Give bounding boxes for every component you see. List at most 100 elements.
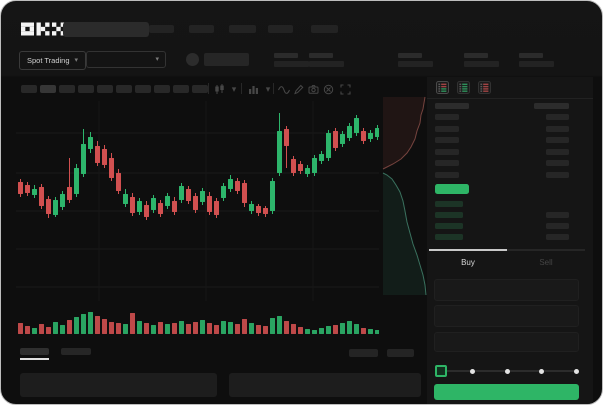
market-type-label: Spot Trading bbox=[27, 56, 70, 65]
bottom-panel-right[interactable] bbox=[229, 373, 421, 397]
last-price-placeholder bbox=[204, 53, 249, 66]
volume-chart[interactable] bbox=[16, 294, 379, 334]
stat-value-placeholder bbox=[309, 61, 344, 67]
candlestick-chart[interactable] bbox=[16, 101, 379, 301]
bid-row-amount[interactable] bbox=[546, 223, 569, 229]
toolbar-button[interactable] bbox=[192, 85, 208, 93]
stat-pair bbox=[464, 53, 499, 67]
book-bids-icon[interactable] bbox=[457, 81, 470, 94]
toolbar-button[interactable] bbox=[59, 85, 75, 93]
book-asks-icon[interactable] bbox=[478, 81, 491, 94]
okx-logo[interactable] bbox=[21, 22, 65, 36]
nav-item[interactable] bbox=[311, 25, 338, 33]
slider-stop-75[interactable] bbox=[539, 369, 544, 374]
slider-handle[interactable] bbox=[435, 365, 447, 377]
ask-row-price[interactable] bbox=[435, 148, 459, 155]
toolbar-divider bbox=[273, 83, 274, 94]
compare-icon[interactable] bbox=[247, 83, 259, 95]
remove-drawings-icon[interactable] bbox=[322, 83, 334, 95]
ask-row-amount[interactable] bbox=[546, 172, 569, 178]
line-chart-icon[interactable] bbox=[278, 83, 290, 95]
bid-row-amount[interactable] bbox=[546, 212, 569, 218]
ask-row-amount[interactable] bbox=[546, 148, 569, 155]
nav-item[interactable] bbox=[189, 25, 214, 33]
book-header-price bbox=[435, 103, 469, 109]
ask-row-amount[interactable] bbox=[546, 125, 569, 132]
toolbar-button[interactable] bbox=[154, 85, 170, 93]
ask-row-price[interactable] bbox=[435, 160, 459, 167]
toolbar-button[interactable] bbox=[116, 85, 132, 93]
stat-value-placeholder bbox=[274, 61, 309, 67]
search-input[interactable] bbox=[63, 22, 149, 37]
bid-row-price[interactable] bbox=[435, 201, 463, 207]
bid-row-price[interactable] bbox=[435, 234, 463, 240]
pair-dropdown[interactable]: ▾ bbox=[86, 51, 166, 68]
chevron-down-icon[interactable]: ▾ bbox=[231, 83, 237, 94]
bottom-panel-left[interactable] bbox=[20, 373, 217, 397]
order-form-field[interactable] bbox=[434, 305, 579, 327]
stat-pair bbox=[309, 53, 344, 67]
ask-row-amount[interactable] bbox=[546, 114, 569, 120]
order-panel: Buy Sell bbox=[427, 77, 593, 404]
bottom-action-chip[interactable] bbox=[387, 349, 414, 357]
bid-row-price[interactable] bbox=[435, 212, 463, 218]
toolbar-divider bbox=[208, 83, 209, 94]
toolbar-button[interactable] bbox=[78, 85, 94, 93]
slider-stop-100[interactable] bbox=[573, 369, 579, 374]
book-header-amount bbox=[534, 103, 569, 109]
nav-item[interactable] bbox=[229, 25, 256, 33]
orderbook-toolbar bbox=[427, 77, 593, 99]
bottom-action-chip[interactable] bbox=[349, 349, 378, 357]
trade-tabs: Buy Sell bbox=[429, 249, 585, 272]
active-tab-underline bbox=[20, 358, 49, 360]
toolbar-button[interactable] bbox=[173, 85, 189, 93]
okx-logo-glyph bbox=[21, 22, 65, 36]
order-form-field[interactable] bbox=[434, 279, 579, 301]
stat-pair bbox=[274, 53, 309, 67]
stat-value-placeholder bbox=[464, 61, 499, 67]
tab-sell[interactable]: Sell bbox=[507, 249, 585, 272]
buy-submit-button[interactable] bbox=[434, 384, 579, 400]
indicator-icon[interactable] bbox=[213, 83, 225, 95]
chevron-down-icon[interactable]: ▾ bbox=[265, 83, 271, 94]
order-form-field[interactable] bbox=[434, 332, 579, 352]
bid-row-amount[interactable] bbox=[546, 234, 569, 240]
stat-value-placeholder bbox=[398, 61, 433, 67]
nav-item[interactable] bbox=[149, 25, 174, 33]
stat-label-placeholder bbox=[309, 53, 333, 58]
camera-icon[interactable] bbox=[307, 83, 319, 95]
toolbar-button[interactable] bbox=[40, 85, 56, 93]
stat-label-placeholder bbox=[464, 53, 488, 58]
toolbar-button[interactable] bbox=[135, 85, 151, 93]
ask-row-amount[interactable] bbox=[546, 137, 569, 144]
chevron-down-icon: ▾ bbox=[74, 57, 79, 64]
ask-row-price[interactable] bbox=[435, 172, 459, 178]
stat-pair bbox=[519, 53, 554, 67]
stat-label-placeholder bbox=[274, 53, 298, 58]
ask-row-price[interactable] bbox=[435, 137, 459, 144]
stat-value-placeholder bbox=[519, 61, 554, 67]
depth-chart[interactable] bbox=[380, 95, 432, 305]
book-combined-icon[interactable] bbox=[436, 81, 449, 94]
nav-item[interactable] bbox=[268, 25, 293, 33]
ask-row-price[interactable] bbox=[435, 114, 459, 120]
toolbar-button[interactable] bbox=[21, 85, 37, 93]
stat-label-placeholder bbox=[519, 53, 543, 58]
draw-pencil-icon[interactable] bbox=[292, 83, 304, 95]
market-type-dropdown[interactable]: Spot Trading ▾ bbox=[19, 51, 87, 70]
slider-stop-50[interactable] bbox=[504, 369, 510, 374]
ask-row-price[interactable] bbox=[435, 125, 459, 132]
coin-avatar bbox=[186, 53, 199, 66]
tab-buy[interactable]: Buy bbox=[429, 249, 507, 272]
toolbar-button[interactable] bbox=[97, 85, 113, 93]
stat-label-placeholder bbox=[398, 53, 422, 58]
bottom-tab[interactable] bbox=[61, 348, 91, 355]
ask-row-amount[interactable] bbox=[546, 160, 569, 167]
fullscreen-icon[interactable] bbox=[339, 83, 351, 95]
last-price-bar[interactable] bbox=[435, 184, 469, 194]
bid-row-price[interactable] bbox=[435, 223, 463, 229]
toolbar-divider bbox=[241, 83, 242, 94]
slider-stop-25[interactable] bbox=[470, 369, 475, 374]
bottom-tab-active[interactable] bbox=[20, 348, 49, 355]
